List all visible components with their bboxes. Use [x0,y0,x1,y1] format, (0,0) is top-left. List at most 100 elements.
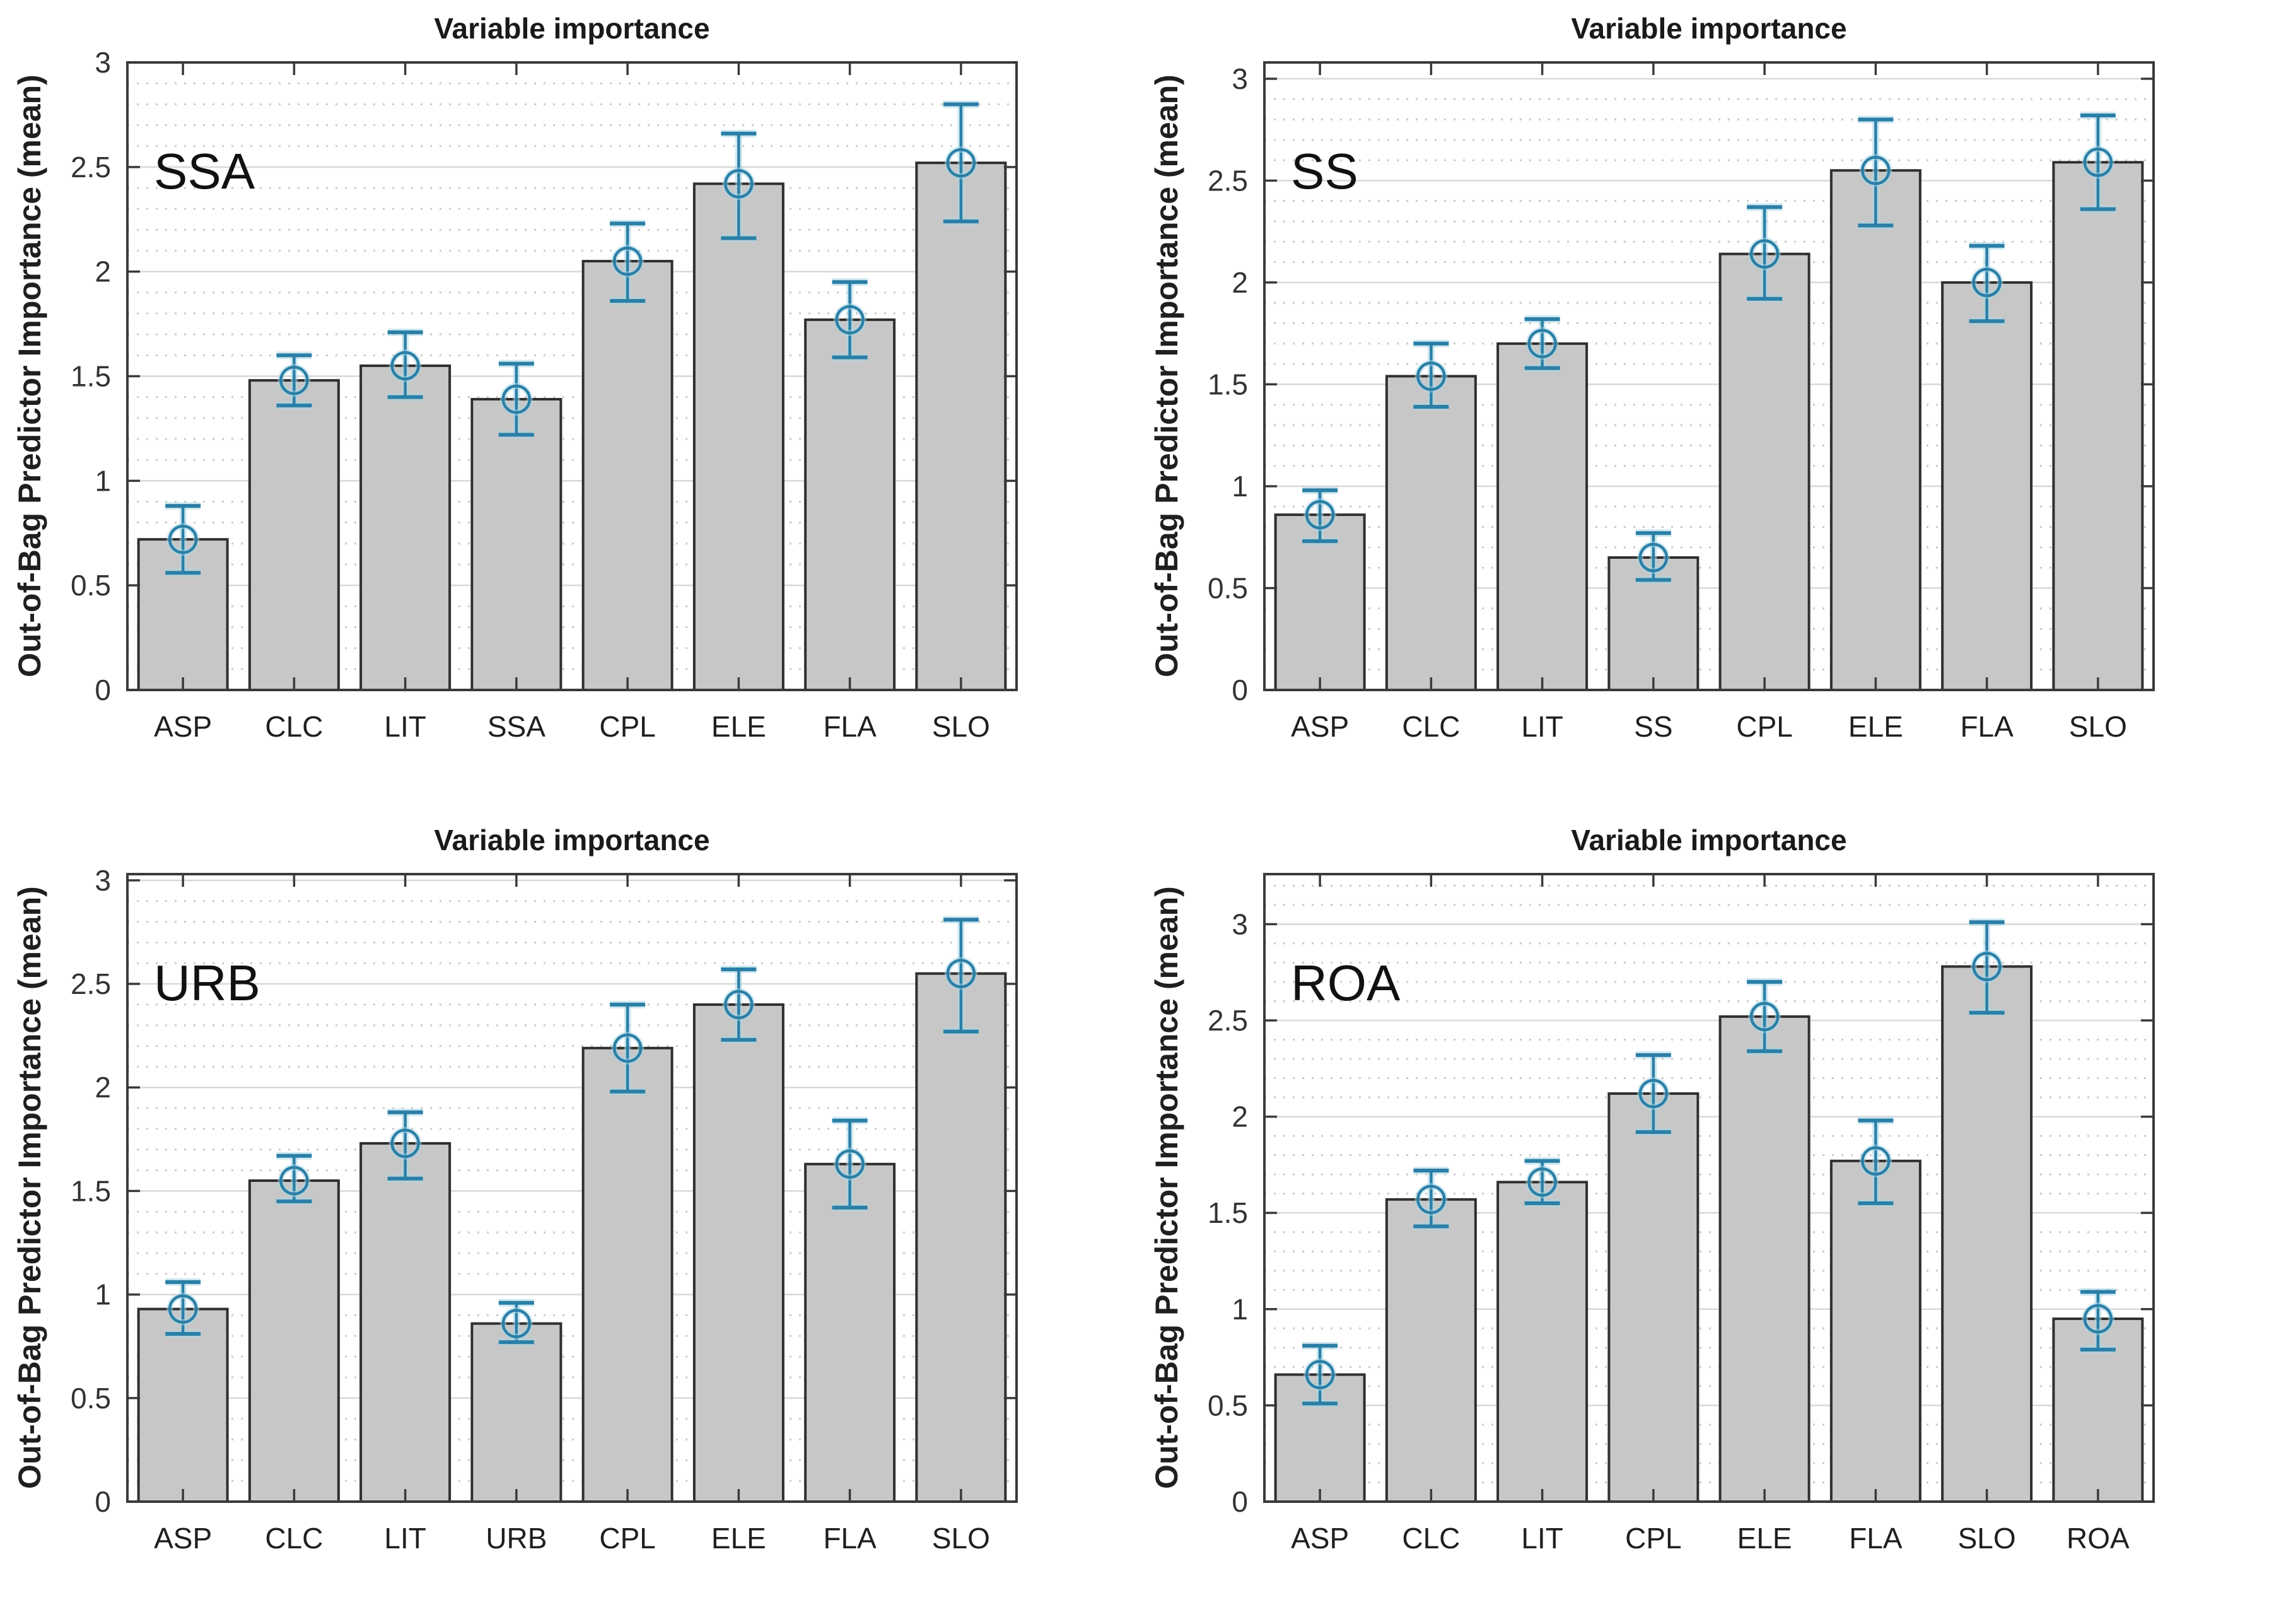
y-tick-label: 1 [95,1278,111,1311]
x-tick-label: LIT [384,1522,426,1555]
bar [1718,1015,1810,1503]
x-tick-label: ELE [1737,1522,1792,1555]
bar [1718,252,1810,691]
bar [137,537,229,691]
bar [1829,168,1921,691]
y-axis-label: Out-of-Bag Predictor Importance (mean) [1149,74,1184,677]
y-tick-label: 2 [1232,1101,1248,1133]
x-tick-label: ELE [711,1522,766,1555]
mean-marker [1971,267,2002,297]
y-tick-label: 3 [1232,908,1248,940]
mean-marker [834,305,865,334]
mean-marker [279,1165,309,1196]
bar [1829,1159,1921,1503]
mean-marker [1749,238,1779,269]
x-tick-label: ASP [154,1522,212,1555]
x-tick-label: ASP [154,710,212,743]
bar [1496,342,1588,691]
mean-marker [168,524,197,554]
chart-panel-ssa: 0 0.5 1 1.5 2 2.5 3 ASP CLC LIT SSA CPL ELE FLA SLO Va… [0,0,1137,812]
x-tick-label: CPL [599,1522,655,1555]
x-tick-label: FLA [1960,710,2014,743]
x-tick-label: CLC [1402,710,1460,743]
bar [1607,1092,1699,1504]
x-tick-label: ASP [1291,1522,1349,1555]
bar [1385,1198,1477,1503]
mean-marker [168,1294,197,1324]
y-tick-label: 1 [1232,1293,1248,1326]
y-tick-label: 3 [95,864,111,897]
bar [914,972,1006,1503]
y-tick-label: 0 [95,1485,111,1518]
x-tick-label: CPL [1736,710,1792,743]
x-tick-label: CLC [265,1522,323,1555]
bar [137,1307,229,1503]
chart-canvas-ss: 0 0.5 1 1.5 2 2.5 3 ASP CLC LIT SS CPL ELE FLA SLO Var… [1149,12,2155,743]
y-tick-label: 0 [1232,1485,1248,1518]
y-tick-label: 2 [1232,266,1248,298]
x-tick-label: LIT [1521,710,1563,743]
x-tick-label: SLO [931,1522,989,1555]
mean-marker [612,246,642,276]
chart-canvas-roa: 0 0.5 1 1.5 2 2.5 3 ASP CLC LIT CPL ELE FLA SLO ROA Va… [1149,824,2155,1555]
mean-marker [1749,1002,1779,1032]
mean-marker [390,1128,420,1159]
mean-marker [723,168,754,199]
x-tick-label: FLA [1849,1522,1903,1555]
bar [470,397,562,691]
y-tick-label: 2.5 [1208,164,1248,197]
y-tick-label: 0 [95,674,111,706]
mean-marker [501,384,531,414]
x-tick-label: URB [486,1522,547,1555]
chart-title: Variable importance [1571,12,1846,45]
mean-marker [1305,1360,1334,1389]
chart-title: Variable importance [1571,824,1846,856]
mean-marker [946,959,976,988]
mean-marker [1638,1078,1668,1109]
axis-box [1262,61,2155,691]
bar [581,1046,673,1503]
y-axis-label: Out-of-Bag Predictor Importance (mean) [12,886,47,1489]
x-tick-label: ROA [2067,1522,2130,1555]
x-tick-label: CLC [1402,1522,1460,1555]
y-tick-label: 1 [95,464,111,497]
bar [1496,1181,1588,1503]
x-tick-label: LIT [384,710,426,743]
bar [803,1162,895,1503]
chart-canvas-ssa: 0 0.5 1 1.5 2 2.5 3 ASP CLC LIT SSA CPL ELE FLA SLO Va… [12,12,1018,743]
y-tick-label: 1.5 [1208,1196,1248,1229]
mean-marker [946,148,976,177]
y-tick-label: 0 [1232,674,1248,706]
x-tick-label: ELE [711,710,766,743]
y-tick-label: 3 [1232,62,1248,95]
mean-marker [1305,499,1334,529]
y-tick-label: 1 [1232,469,1248,502]
chart-canvas-urb: 0 0.5 1 1.5 2 2.5 3 ASP CLC LIT URB CPL ELE FLA SLO Va… [12,824,1018,1555]
x-tick-label: ELE [1848,710,1903,743]
x-tick-label: CLC [265,710,323,743]
mean-marker [612,1033,642,1063]
mean-marker [1971,952,2002,981]
bar [2051,160,2143,691]
mean-marker [1527,1167,1557,1197]
axis-box [1262,873,2155,1503]
bar [914,161,1006,691]
panel-label: SS [1291,143,1358,199]
mean-marker [1638,542,1668,572]
bar [248,378,340,691]
x-tick-label: SLO [2068,710,2126,743]
x-tick-label: FLA [823,1522,877,1555]
bar [248,1179,340,1503]
mean-marker [834,1149,865,1179]
chart-panel-ss: 0 0.5 1 1.5 2 2.5 3 ASP CLC LIT SS CPL ELE FLA SLO Var… [1137,0,2274,812]
bar [692,182,784,691]
y-tick-label: 1.5 [71,359,111,392]
bar [692,1003,784,1504]
y-axis-label: Out-of-Bag Predictor Importance (mean) [1149,886,1184,1489]
y-tick-label: 2 [95,1071,111,1104]
mean-marker [1416,361,1446,391]
x-tick-label: CPL [1625,1522,1681,1555]
x-tick-label: SS [1634,710,1672,743]
y-tick-label: 2.5 [1208,1004,1248,1037]
